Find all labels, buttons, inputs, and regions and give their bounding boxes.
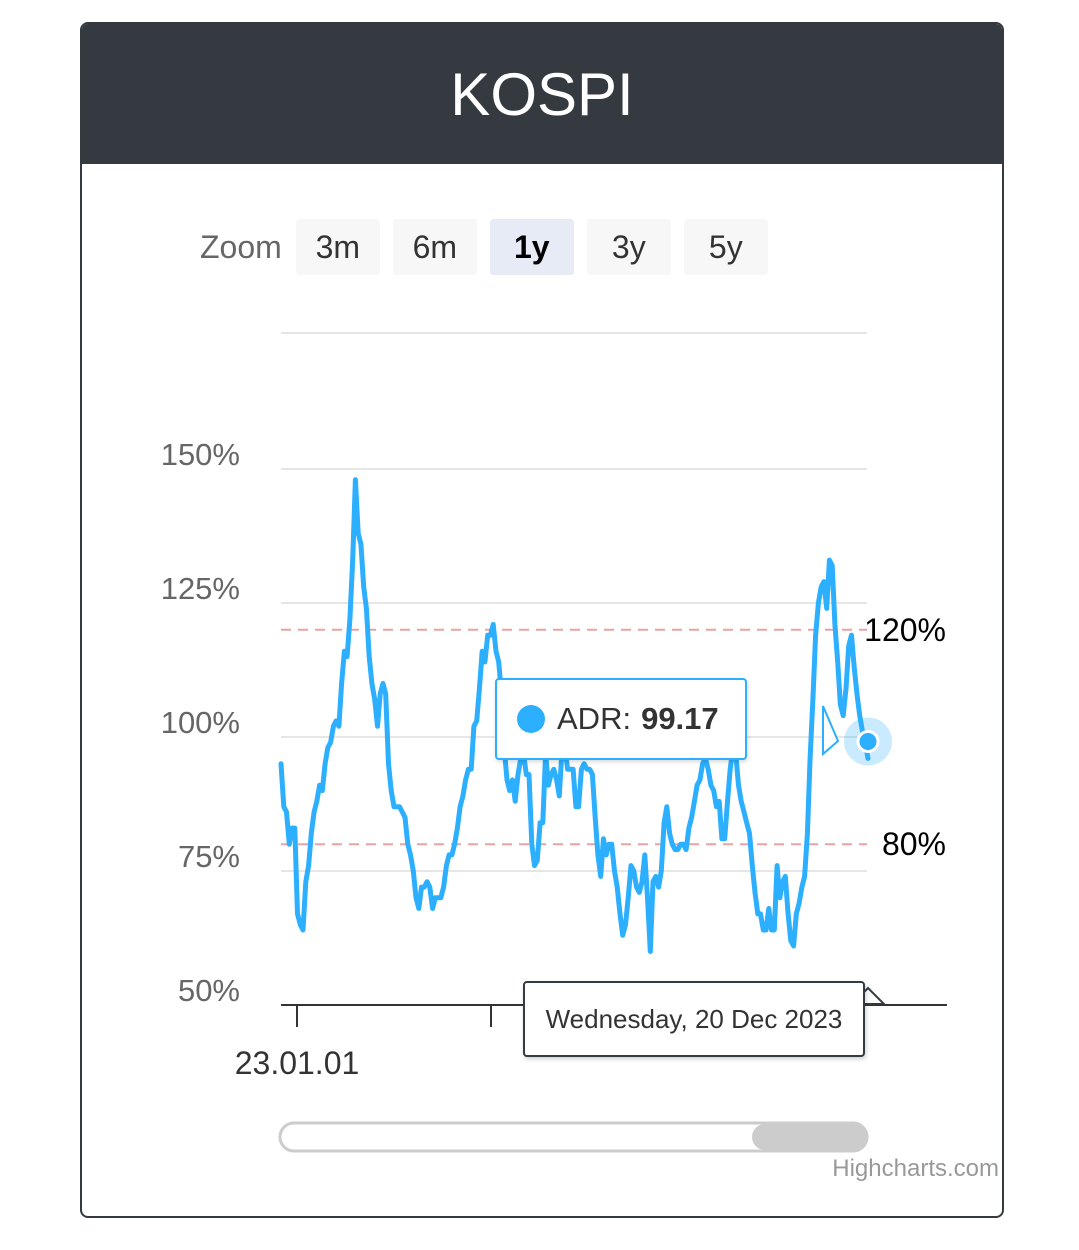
zoom-1y-button[interactable]: 1y <box>489 219 574 275</box>
date-tooltip-text: Wednesday, 20 Dec 2023 <box>545 1003 843 1034</box>
chart-title: KOSPI <box>450 60 634 128</box>
highcharts-credits[interactable]: Highcharts.com <box>832 1155 999 1182</box>
date-tooltip: Wednesday, 20 Dec 2023 <box>523 981 865 1057</box>
zoom-3m-button[interactable]: 3m <box>295 219 380 275</box>
zoom-bar: Zoom 3m 6m 1y 3y 5y <box>200 219 781 275</box>
tooltip-pointer <box>822 705 840 757</box>
chart-header: KOSPI <box>82 24 1002 164</box>
x-tick-label: 23.01.01 <box>235 1045 360 1081</box>
hover-point-marker[interactable] <box>856 729 880 753</box>
zoom-6m-button[interactable]: 6m <box>392 219 477 275</box>
y-tick-label: 125% <box>161 571 240 606</box>
series-tooltip: ADR: 99.17 <box>495 678 747 760</box>
tooltip-series-marker <box>517 705 545 733</box>
threshold-label: 80% <box>882 826 946 862</box>
tooltip-value: 99.17 <box>641 701 719 736</box>
adr-series-line <box>278 477 871 954</box>
threshold-label: 120% <box>864 612 946 648</box>
zoom-label: Zoom <box>200 228 282 265</box>
scrollbar-thumb[interactable] <box>752 1124 867 1150</box>
y-tick-label: 100% <box>161 705 240 740</box>
tooltip-series-name: ADR: <box>557 701 632 736</box>
y-tick-label: 150% <box>161 437 240 472</box>
zoom-5y-button[interactable]: 5y <box>683 219 768 275</box>
zoom-3y-button[interactable]: 3y <box>586 219 671 275</box>
y-tick-label: 50% <box>178 973 240 1008</box>
y-tick-label: 75% <box>178 839 240 874</box>
